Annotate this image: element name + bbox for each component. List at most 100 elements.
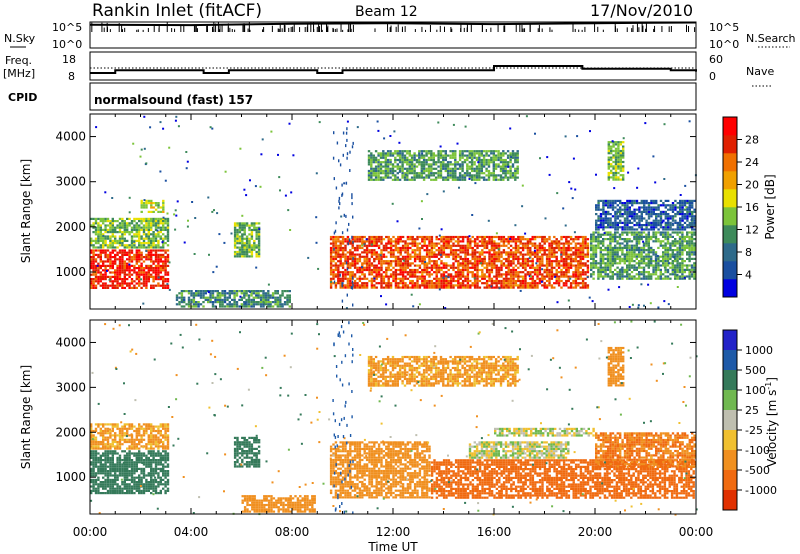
- data-cell: [447, 264, 450, 267]
- data-cell: [391, 163, 395, 166]
- data-cell: [152, 275, 155, 278]
- data-cell: [418, 163, 421, 166]
- data-cell: [622, 149, 625, 153]
- data-cell: [394, 262, 398, 265]
- data-cell: [133, 264, 136, 267]
- data-cell: [102, 269, 105, 272]
- data-cell: [351, 264, 354, 267]
- data-cell: [652, 264, 655, 267]
- data-cell: [440, 279, 443, 283]
- data-cell: [473, 264, 477, 267]
- data-cell: [152, 239, 155, 242]
- data-cell: [135, 231, 138, 234]
- data-cell: [607, 226, 610, 229]
- data-cell: [202, 292, 205, 295]
- data-cell: [485, 246, 489, 250]
- freq-line: [90, 65, 697, 74]
- data-cell: [262, 296, 265, 299]
- data-cell: [553, 255, 556, 258]
- data-cell: [541, 249, 544, 252]
- data-cell: [509, 255, 513, 258]
- data-cell: [358, 255, 362, 258]
- data-cell: [607, 160, 610, 164]
- data-cell: [607, 149, 610, 153]
- data-cell: [433, 260, 436, 263]
- data-cell: [219, 301, 222, 304]
- data-cell: [370, 282, 374, 285]
- data-cell: [377, 257, 381, 261]
- data-cell: [519, 238, 522, 241]
- data-cell: [473, 255, 477, 258]
- data-cell: [428, 262, 431, 265]
- data-cell: [609, 231, 612, 234]
- data-cell: [394, 275, 398, 278]
- data-cell: [274, 292, 277, 295]
- data-cell: [434, 172, 438, 175]
- data-cell: [365, 251, 369, 254]
- data-cell: [92, 278, 95, 281]
- data-cell: [404, 246, 407, 250]
- data-cell: [614, 210, 617, 213]
- data-cell: [628, 244, 631, 247]
- data-cell: [623, 271, 626, 274]
- data-cell: [382, 277, 386, 280]
- data-cell: [166, 226, 170, 229]
- data-cell: [476, 238, 479, 241]
- data-cell: [577, 271, 580, 274]
- data-cell: [459, 277, 462, 280]
- data-cell: [635, 253, 638, 256]
- data-cell: [135, 286, 138, 289]
- data-cell: [413, 255, 417, 258]
- data-cell: [428, 253, 431, 256]
- data-cell: [442, 264, 446, 267]
- data-cell: [445, 266, 448, 269]
- data-cell: [99, 260, 102, 263]
- data-cell: [602, 210, 605, 213]
- data-cell: [495, 282, 498, 285]
- data-cell: [399, 268, 402, 272]
- data-cell: [235, 305, 239, 308]
- data-cell: [464, 279, 467, 283]
- data-cell: [595, 221, 598, 224]
- data-cell: [427, 152, 431, 155]
- data-cell: [545, 262, 549, 265]
- data-cell: [440, 260, 443, 263]
- data-cell: [618, 242, 622, 245]
- data-cell: [166, 244, 170, 247]
- data-cell: [647, 251, 650, 254]
- data-cell: [140, 228, 143, 231]
- data-cell: [382, 262, 386, 265]
- data-cell: [409, 238, 412, 241]
- data-cell: [674, 249, 677, 252]
- data-cell: [94, 271, 98, 274]
- data-cell: [94, 253, 98, 256]
- data-cell: [485, 174, 488, 177]
- data-cell: [614, 213, 617, 216]
- data-cell: [555, 275, 558, 278]
- data-cell: [674, 238, 677, 241]
- data-cell: [454, 161, 457, 164]
- data-cell: [253, 244, 256, 247]
- data-cell: [590, 242, 593, 245]
- data-cell: [180, 294, 184, 297]
- data-cell: [138, 278, 141, 281]
- data-cell: [633, 233, 636, 236]
- data-cell: [247, 294, 251, 297]
- data-cell: [500, 240, 503, 243]
- data-cell: [659, 255, 662, 258]
- data-cell: [413, 275, 417, 278]
- data-cell: [332, 242, 335, 245]
- data-cell: [536, 284, 539, 287]
- data-cell: [346, 251, 350, 254]
- data-cell: [389, 273, 393, 276]
- data-cell: [459, 235, 462, 239]
- data-cell: [97, 275, 100, 278]
- data-cell: [166, 220, 170, 223]
- data-cell: [592, 233, 595, 236]
- data-cell: [514, 172, 517, 175]
- data-cell: [111, 249, 114, 252]
- data-cell: [430, 260, 434, 263]
- data-cell: [645, 242, 648, 245]
- data-cell: [368, 242, 371, 245]
- data-cell: [406, 277, 410, 280]
